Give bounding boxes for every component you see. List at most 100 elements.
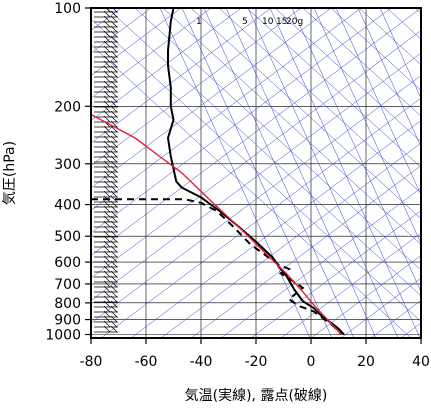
wind-barb-flag — [110, 100, 118, 108]
wind-barb-flag — [103, 95, 111, 103]
reference-line — [250, 210, 421, 338]
wind-barb-flag — [110, 245, 118, 253]
wind-barb-flag — [103, 220, 111, 228]
mixing-ratio-line — [357, 8, 421, 148]
mixing-ratio-line — [335, 8, 421, 196]
wind-barb-flag — [110, 240, 118, 248]
wind-barb-flag — [110, 145, 118, 153]
wind-barb-flag — [110, 40, 118, 48]
mixing-ratio-label: 15 — [276, 17, 287, 27]
wind-barb-flag — [110, 265, 118, 273]
wind-barb-flag — [110, 200, 118, 208]
wind-barb-flag — [103, 205, 111, 213]
x-tick-label: 20 — [357, 354, 375, 370]
wind-barb-flag — [103, 225, 111, 233]
wind-barb-flag — [103, 155, 111, 163]
reference-line — [130, 120, 421, 338]
wind-barb-flag — [110, 155, 118, 163]
wind-barb-flag — [110, 230, 118, 238]
wind-barb-flag — [110, 90, 118, 98]
wind-barb-flag — [103, 285, 111, 293]
wind-barb-flag — [103, 60, 111, 68]
wind-barb-flag — [103, 230, 111, 238]
reference-line — [91, 8, 332, 189]
wind-barb-flag — [103, 150, 111, 158]
wind-barb-flag — [103, 300, 111, 308]
reference-line — [91, 8, 212, 99]
wind-barb-flag — [103, 185, 111, 193]
wind-barb-flag — [103, 290, 111, 298]
x-axis: -80 -60 -40 -20 0 20 40 — [80, 338, 430, 370]
wind-barb-flag — [103, 240, 111, 248]
wind-barb-flag — [110, 215, 118, 223]
mixing-ratio-line — [247, 8, 399, 338]
parcel-line — [91, 113, 342, 335]
wind-barb-flag — [110, 65, 118, 73]
wind-barb-flag — [110, 10, 118, 18]
wind-barb-flag — [103, 135, 111, 143]
wind-barb-flag — [103, 320, 111, 328]
mixing-ratio-line — [203, 8, 355, 338]
wind-barb-flag — [110, 305, 118, 313]
wind-barb-flag — [103, 40, 111, 48]
wind-barb-flag — [103, 110, 111, 118]
y-axis-label: 気圧(hPa) — [2, 141, 18, 205]
wind-barb-flag — [103, 55, 111, 63]
wind-barb-flag — [110, 260, 118, 268]
reference-line — [162, 8, 421, 245]
wind-barb-flag — [103, 145, 111, 153]
wind-barb-flag — [110, 135, 118, 143]
wind-barb-flag — [110, 120, 118, 128]
wind-barb-flag — [110, 180, 118, 188]
wind-barb-flag — [103, 235, 111, 243]
wind-barb-flag — [103, 250, 111, 258]
wind-barb-flag — [103, 100, 111, 108]
wind-barb-flag — [103, 260, 111, 268]
y-tick-label: 1000 — [45, 328, 81, 344]
wind-barb-flag — [110, 290, 118, 298]
wind-barb-flag — [103, 30, 111, 38]
wind-barb-flag — [103, 280, 111, 288]
wind-barb-flag — [103, 65, 111, 73]
wind-barb-flag — [103, 160, 111, 168]
wind-barb-flag — [110, 310, 118, 318]
reference-line — [274, 8, 421, 143]
reference-line — [246, 8, 421, 168]
mixing-ratio-label: 20g — [286, 17, 303, 27]
mixing-ratio-line — [313, 8, 421, 245]
wind-barb-flag — [110, 70, 118, 78]
wind-barb-flag — [110, 235, 118, 243]
wind-barb-flag — [110, 25, 118, 33]
wind-barb-flag — [110, 35, 118, 43]
reference-line — [91, 8, 362, 211]
wind-barb-flag — [110, 140, 118, 148]
wind-barb-flag — [110, 95, 118, 103]
wind-barb-flag — [110, 160, 118, 168]
wind-barb-flag — [103, 310, 111, 318]
wind-barb-flag — [110, 165, 118, 173]
wind-barb-flag — [110, 130, 118, 138]
wind-barb-flag — [103, 20, 111, 28]
wind-barb-flag — [110, 20, 118, 28]
y-tick-label: 400 — [54, 198, 81, 214]
reference-line — [91, 8, 421, 256]
wind-barb-flag — [103, 70, 111, 78]
x-tick-label: -40 — [190, 354, 213, 370]
wind-barb-flag — [103, 140, 111, 148]
wind-barb-flag — [103, 90, 111, 98]
wind-barb-flag — [103, 45, 111, 53]
wind-barb-flag — [110, 320, 118, 328]
reference-line — [91, 75, 421, 324]
wind-barb-flag — [103, 25, 111, 33]
reference-line — [91, 8, 392, 234]
wind-barb-flag — [103, 10, 111, 18]
wind-barbs — [94, 8, 118, 333]
wind-barb-flag — [103, 190, 111, 198]
x-tick-label: 0 — [307, 354, 316, 370]
wind-barb-flag — [110, 270, 118, 278]
wind-barb-flag — [110, 195, 118, 203]
x-tick-label: 40 — [412, 354, 430, 370]
reference-line — [302, 8, 421, 117]
y-tick-label: 900 — [54, 313, 81, 329]
wind-barb-flag — [103, 200, 111, 208]
